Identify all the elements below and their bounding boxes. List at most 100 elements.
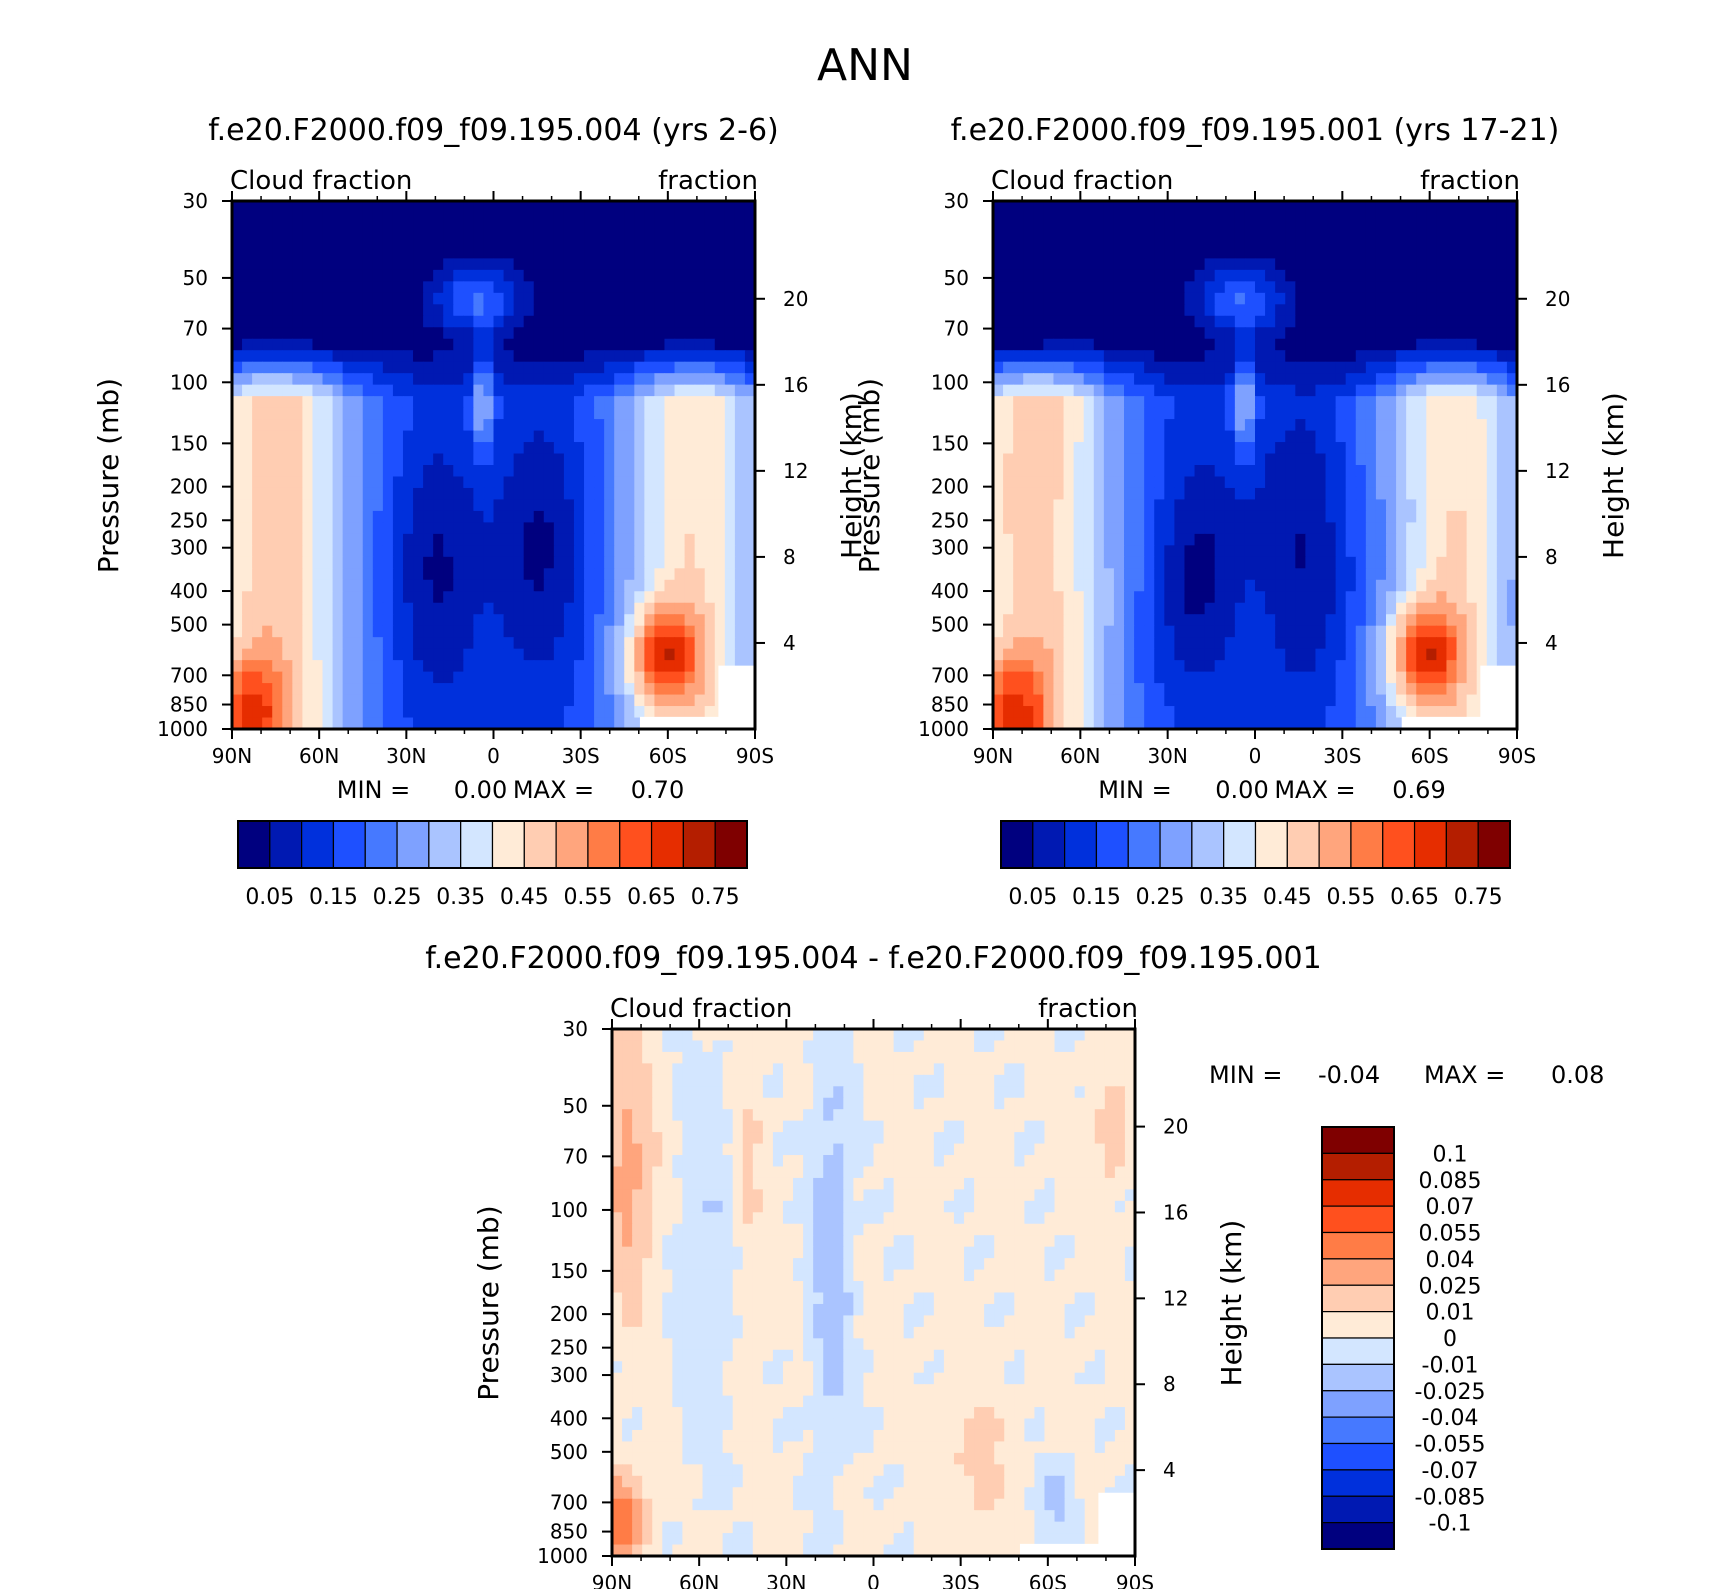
heatmap-cell — [1224, 660, 1236, 673]
heatmap-cell — [1466, 614, 1478, 627]
heatmap-cell — [1073, 361, 1085, 374]
heatmap-cell — [1033, 269, 1044, 282]
heatmap-cell — [714, 625, 726, 638]
heatmap-cell — [1265, 442, 1276, 455]
heatmap-cell — [232, 476, 243, 489]
heatmap-cell — [503, 212, 515, 225]
heatmap-cell — [483, 327, 495, 340]
heatmap-cell — [1295, 361, 1306, 374]
heatmap-cell — [1103, 315, 1115, 328]
heatmap-cell — [1144, 338, 1155, 351]
heatmap-cell — [1204, 556, 1216, 569]
heatmap-cell — [1063, 694, 1075, 707]
heatmap-cell — [463, 396, 474, 409]
heatmap-cell — [674, 304, 686, 317]
heatmap-cell — [1375, 430, 1387, 443]
heatmap-cell — [402, 602, 414, 615]
heatmap-cell — [654, 212, 666, 225]
heatmap-cell — [714, 350, 726, 363]
heatmap-cell — [664, 384, 676, 397]
heatmap-cell — [1043, 350, 1055, 363]
heatmap-cell — [322, 269, 334, 282]
heatmap-cell — [1275, 201, 1286, 214]
heatmap-cell — [493, 660, 505, 673]
heatmap-cell — [634, 694, 645, 707]
heatmap-cell — [704, 350, 716, 363]
heatmap-cell — [1325, 499, 1337, 512]
heatmap-cell — [342, 338, 354, 351]
heatmap-cell — [1365, 246, 1377, 259]
heatmap-cell — [312, 201, 324, 214]
heatmap-cell — [1043, 487, 1055, 501]
heatmap-cell — [1406, 292, 1417, 305]
heatmap-cell — [1164, 545, 1175, 558]
heatmap-cell — [1335, 246, 1347, 259]
heatmap-cell — [734, 246, 746, 259]
heatmap-cell — [584, 361, 595, 374]
heatmap-cell — [382, 373, 394, 386]
heatmap-cell — [704, 304, 716, 317]
heatmap-cell — [553, 338, 565, 351]
heatmap-cell — [1063, 660, 1075, 673]
heatmap-cell — [483, 499, 495, 512]
heatmap-cell — [463, 430, 474, 443]
heatmap-cell — [413, 419, 424, 432]
heatmap-cell — [1496, 579, 1508, 592]
heatmap-cell — [1073, 246, 1085, 259]
heatmap-cell — [1466, 258, 1478, 271]
heatmap-cell — [302, 648, 314, 661]
heatmap-cell — [1174, 258, 1186, 271]
heatmap-cell — [1265, 258, 1276, 271]
heatmap-cell — [1426, 591, 1437, 604]
heatmap-cell — [332, 694, 344, 707]
heatmap-cell — [483, 453, 495, 466]
heatmap-cell — [634, 235, 645, 248]
heatmap-cell — [1113, 694, 1125, 707]
heatmap-cell — [302, 579, 314, 592]
heatmap-cell — [1265, 602, 1276, 615]
heatmap-cell — [1144, 246, 1155, 259]
heatmap-cell — [1134, 430, 1145, 443]
heatmap-cell — [1446, 442, 1458, 455]
heatmap-cell — [272, 338, 283, 351]
heatmap-cell — [543, 453, 555, 466]
heatmap-cell — [473, 235, 485, 248]
heatmap-cell — [1043, 579, 1055, 592]
heatmap-cell — [1295, 246, 1306, 259]
heatmap-cell — [734, 269, 746, 282]
heatmap-cell — [1164, 487, 1175, 501]
heatmap-cell — [1486, 361, 1498, 374]
heatmap-cell — [413, 292, 424, 305]
heatmap-cell — [272, 361, 283, 374]
heatmap-cell — [1033, 568, 1044, 581]
heatmap-cell — [993, 694, 1004, 707]
heatmap-cell — [1194, 545, 1206, 558]
heatmap-cell — [1315, 637, 1327, 650]
heatmap-cell — [1063, 396, 1075, 409]
heatmap-cell — [392, 568, 404, 581]
heatmap-cell — [1275, 706, 1286, 719]
heatmap-cell — [1305, 671, 1317, 684]
heatmap-cell — [1375, 201, 1387, 214]
heatmap-cell — [1365, 384, 1377, 397]
heatmap-cell — [1355, 660, 1367, 673]
heatmap-cell — [1436, 476, 1448, 489]
heatmap-cell — [624, 499, 635, 512]
heatmap-cell — [1174, 694, 1186, 707]
heatmap-cell — [993, 648, 1004, 661]
heatmap-cell — [533, 258, 545, 271]
heatmap-cell — [1154, 201, 1165, 214]
heatmap-cell — [1265, 683, 1276, 696]
heatmap-cell — [1305, 602, 1317, 615]
heatmap-cell — [443, 212, 454, 225]
heatmap-cell — [1386, 660, 1397, 673]
heatmap-cell — [1406, 591, 1417, 604]
heatmap-cell — [644, 350, 656, 363]
heatmap-cell — [1446, 292, 1458, 305]
heatmap-cell — [1023, 442, 1034, 455]
heatmap-cell — [734, 212, 746, 225]
heatmap-cell — [674, 407, 686, 420]
heatmap-cell — [573, 292, 585, 305]
heatmap-cell — [1315, 338, 1327, 351]
heatmap-cell — [1154, 499, 1165, 512]
